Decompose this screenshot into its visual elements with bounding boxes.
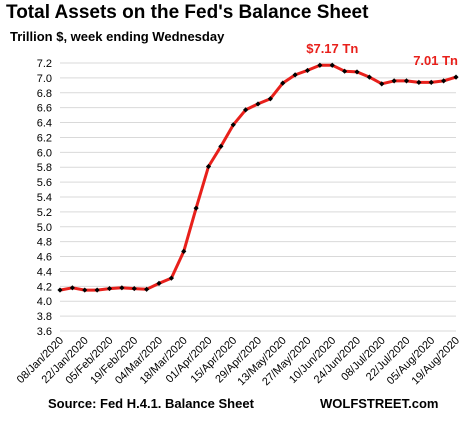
data-point	[292, 72, 298, 78]
y-tick-label: 6.8	[37, 88, 52, 100]
brand-label: WOLFSTREET.com	[320, 396, 439, 411]
data-point	[82, 287, 88, 293]
y-tick-label: 7.2	[37, 58, 52, 70]
grid-lines	[60, 62, 456, 332]
data-point	[205, 163, 212, 170]
y-tick-label: 4.2	[37, 281, 52, 293]
data-point	[379, 81, 385, 87]
data-point	[218, 143, 224, 149]
data-point	[391, 78, 397, 84]
y-tick-label: 6.2	[37, 132, 52, 144]
data-point	[329, 62, 335, 68]
y-tick-label: 3.6	[37, 326, 52, 338]
y-tick-label: 3.8	[37, 311, 52, 323]
data-point	[230, 122, 236, 128]
data-point	[317, 62, 323, 68]
data-point	[168, 275, 174, 281]
source-note: Source: Fed H.4.1. Balance Sheet	[48, 396, 254, 411]
y-tick-label: 4.8	[37, 237, 52, 249]
y-tick-label: 4.6	[37, 252, 52, 264]
y-tick-label: 5.0	[37, 222, 52, 234]
data-point	[69, 285, 75, 291]
y-tick-label: 6.6	[37, 103, 52, 115]
data-point	[366, 74, 372, 80]
data-point	[453, 74, 459, 80]
data-point	[119, 285, 125, 291]
data-point	[403, 78, 410, 84]
data-point	[131, 285, 137, 292]
data-point	[441, 78, 447, 84]
data-point	[342, 68, 348, 74]
y-tick-label: 5.4	[37, 192, 52, 204]
annotation-label: 7.01 Tn	[413, 53, 458, 68]
annotation-label: $7.17 Tn	[306, 41, 358, 56]
y-tick-label: 6.0	[37, 147, 52, 159]
data-point	[181, 248, 187, 254]
data-point	[94, 287, 100, 293]
data-point	[57, 287, 63, 293]
y-tick-label: 4.4	[37, 266, 52, 278]
data-point	[354, 69, 360, 75]
data-point	[243, 107, 249, 113]
data-point	[280, 80, 286, 86]
data-point	[106, 285, 113, 292]
chart-title: Total Assets on the Fed's Balance Sheet	[6, 2, 369, 23]
x-axis-tick-labels: 08/Jan/202022/Jan/202005/Feb/202019/Feb/…	[15, 335, 462, 388]
y-tick-label: 5.6	[37, 177, 52, 189]
y-tick-label: 7.0	[37, 73, 52, 85]
data-point	[144, 286, 150, 292]
y-tick-label: 5.2	[37, 207, 52, 219]
data-point	[428, 79, 434, 85]
data-point	[156, 280, 162, 286]
y-tick-label: 5.8	[37, 162, 52, 174]
y-tick-label: 6.4	[37, 118, 52, 130]
data-point	[255, 101, 261, 107]
data-point	[193, 205, 199, 211]
data-point	[304, 67, 311, 74]
annotations: $7.17 Tn 7.01 Tn	[306, 41, 458, 68]
data-point	[416, 79, 422, 85]
data-points	[57, 62, 459, 293]
data-point	[267, 96, 273, 102]
chart-subtitle: Trillion $, week ending Wednesday	[10, 29, 225, 44]
y-axis-tick-labels: 3.6 3.8 4.0 4.2 4.4 4.6 4.8 5.0 5.2 5.4 5.6 5.8 6.0 6…	[37, 58, 52, 338]
y-tick-label: 4.0	[37, 296, 52, 308]
